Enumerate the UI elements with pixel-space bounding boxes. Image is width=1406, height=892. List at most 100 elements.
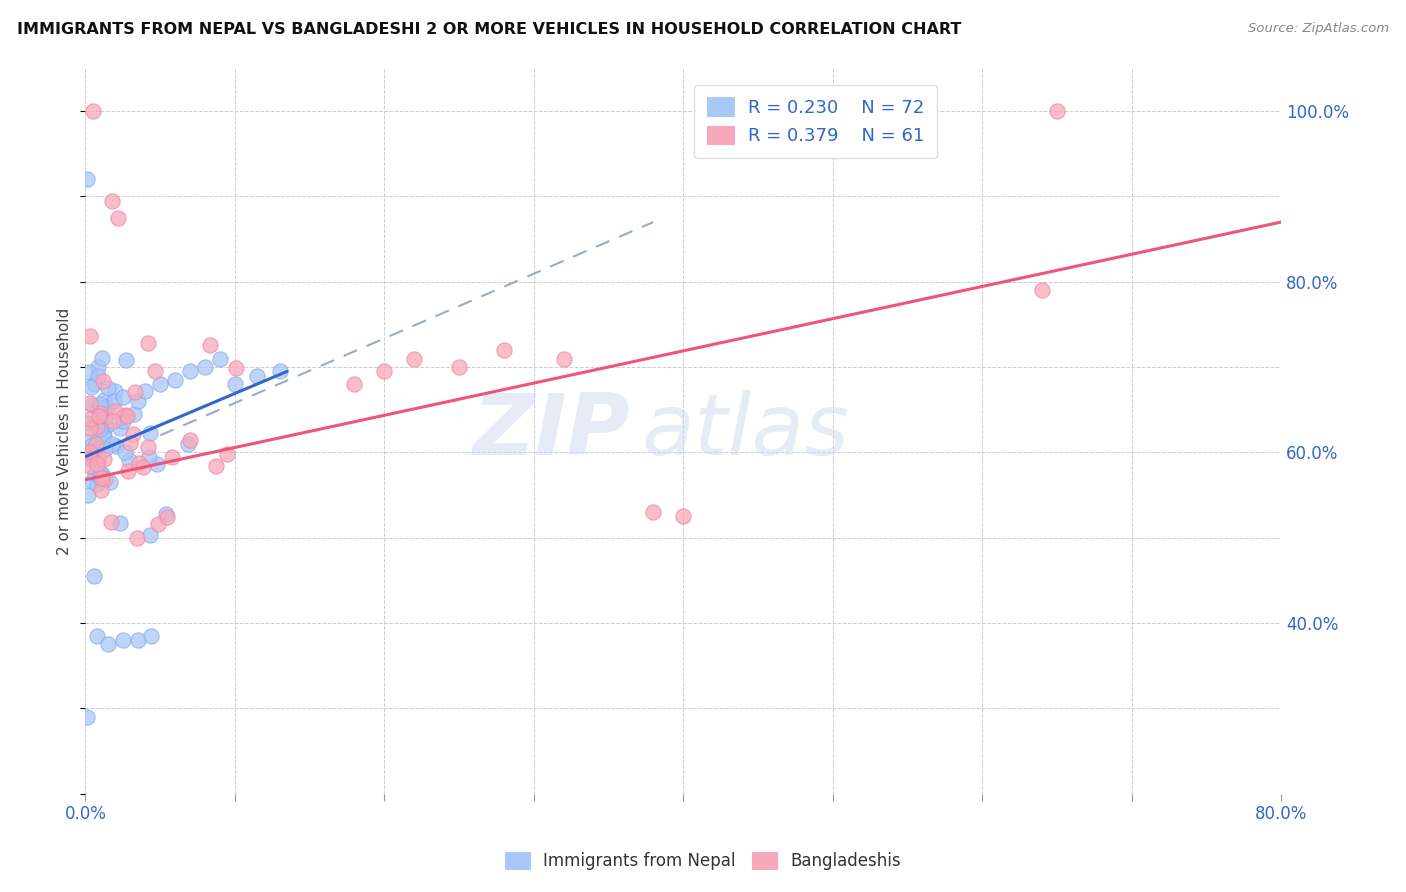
Point xyxy=(127,394,149,409)
Point xyxy=(77,416,100,430)
Point xyxy=(177,437,200,451)
Point xyxy=(672,509,695,524)
Point xyxy=(146,516,169,531)
Point xyxy=(447,360,470,375)
Point xyxy=(115,409,138,424)
Point xyxy=(77,365,100,379)
Point xyxy=(136,335,159,350)
Point xyxy=(76,172,98,186)
Point xyxy=(97,637,120,651)
Point xyxy=(108,421,131,435)
Point xyxy=(124,385,146,400)
Point xyxy=(86,629,108,643)
Point xyxy=(76,710,98,724)
Point xyxy=(84,437,107,451)
Point xyxy=(83,467,105,482)
Point xyxy=(155,508,177,522)
Point xyxy=(77,434,100,448)
Point xyxy=(90,417,112,432)
Point xyxy=(79,452,101,467)
Point xyxy=(269,364,291,378)
Point xyxy=(104,439,127,453)
Point xyxy=(79,421,101,435)
Point xyxy=(90,351,112,365)
Point xyxy=(94,472,117,486)
Point xyxy=(100,516,122,530)
Point xyxy=(97,381,120,395)
Point xyxy=(86,457,108,471)
Point xyxy=(145,363,167,377)
Point xyxy=(87,402,110,417)
Point xyxy=(139,527,162,541)
Point xyxy=(124,407,146,421)
Point xyxy=(1046,104,1069,119)
Point xyxy=(86,477,108,491)
Point xyxy=(114,445,136,459)
Point xyxy=(93,428,115,442)
Point xyxy=(343,377,366,392)
Point xyxy=(122,427,145,442)
Point xyxy=(118,453,141,467)
Point xyxy=(101,414,124,428)
Point xyxy=(553,351,575,366)
Point xyxy=(86,420,108,434)
Point xyxy=(83,569,105,583)
Point xyxy=(160,450,183,464)
Point xyxy=(87,359,110,374)
Point xyxy=(111,390,134,404)
Point xyxy=(90,483,112,497)
Point xyxy=(82,104,104,119)
Point xyxy=(208,351,231,366)
Point xyxy=(111,409,134,424)
Legend: R = 0.230    N = 72, R = 0.379    N = 61: R = 0.230 N = 72, R = 0.379 N = 61 xyxy=(695,85,938,158)
Point xyxy=(83,443,105,458)
Point xyxy=(96,400,118,414)
Point xyxy=(492,343,515,357)
Point xyxy=(91,375,114,389)
Point xyxy=(108,516,131,530)
Point xyxy=(643,505,665,519)
Point xyxy=(80,474,103,488)
Text: IMMIGRANTS FROM NEPAL VS BANGLADESHI 2 OR MORE VEHICLES IN HOUSEHOLD CORRELATION: IMMIGRANTS FROM NEPAL VS BANGLADESHI 2 O… xyxy=(17,22,962,37)
Point xyxy=(198,338,221,352)
Point xyxy=(89,422,111,436)
Point xyxy=(80,438,103,452)
Point xyxy=(114,408,136,422)
Point xyxy=(104,384,127,398)
Point xyxy=(139,629,162,643)
Point xyxy=(373,364,395,378)
Point xyxy=(93,393,115,408)
Point xyxy=(79,412,101,426)
Point xyxy=(127,633,149,648)
Point xyxy=(127,531,149,545)
Point xyxy=(139,425,162,440)
Point xyxy=(111,414,134,428)
Point xyxy=(93,451,115,466)
Point xyxy=(94,442,117,456)
Point xyxy=(90,468,112,483)
Point xyxy=(246,368,269,383)
Point xyxy=(84,417,107,431)
Point xyxy=(103,393,125,408)
Point xyxy=(89,406,111,420)
Point xyxy=(225,361,247,376)
Point xyxy=(204,458,226,473)
Point xyxy=(93,400,115,414)
Point xyxy=(215,447,238,461)
Point xyxy=(91,428,114,442)
Point xyxy=(82,398,104,412)
Point xyxy=(87,409,110,424)
Point xyxy=(79,459,101,474)
Point xyxy=(94,410,117,425)
Point xyxy=(404,351,426,366)
Point xyxy=(104,403,127,417)
Point xyxy=(101,194,124,208)
Point xyxy=(79,449,101,463)
Point xyxy=(89,397,111,411)
Point xyxy=(117,464,139,478)
Point xyxy=(79,329,101,343)
Point xyxy=(98,475,121,489)
Text: ZIP: ZIP xyxy=(472,390,630,473)
Point xyxy=(138,450,160,464)
Point xyxy=(132,459,155,474)
